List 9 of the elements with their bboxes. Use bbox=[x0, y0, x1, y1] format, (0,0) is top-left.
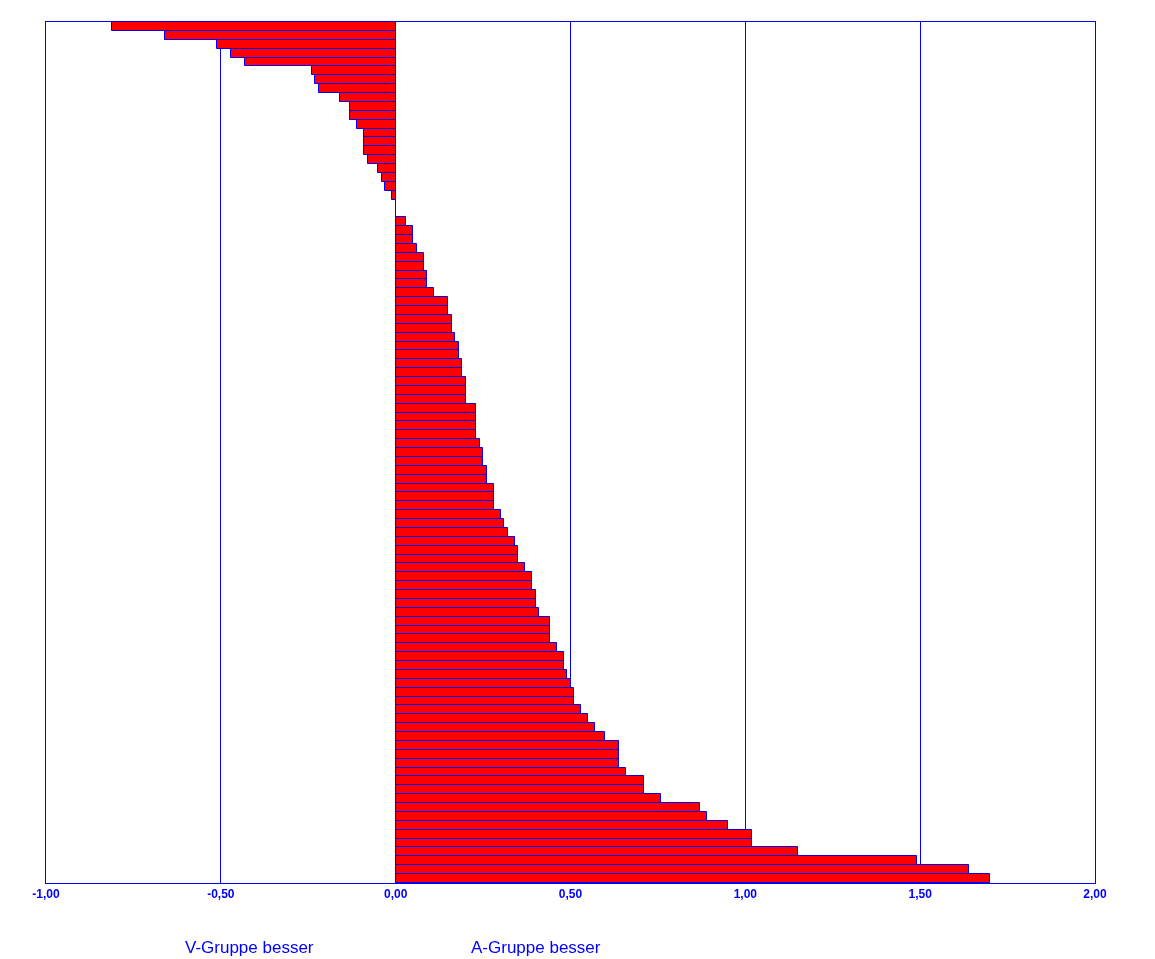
x-tick-label: 0,50 bbox=[558, 887, 583, 902]
x-tick-label: 2,00 bbox=[1083, 887, 1107, 902]
text: V-Gruppe besser bbox=[185, 938, 314, 957]
x-tick-label: -1,00 bbox=[32, 887, 60, 902]
text: A-Gruppe besser bbox=[471, 938, 601, 957]
x-tick-label: 0,00 bbox=[383, 887, 408, 902]
x-tick-label: 1,00 bbox=[733, 887, 758, 902]
x-tick-label: 1,50 bbox=[908, 887, 933, 902]
x-tick-label: -0,50 bbox=[207, 887, 235, 902]
